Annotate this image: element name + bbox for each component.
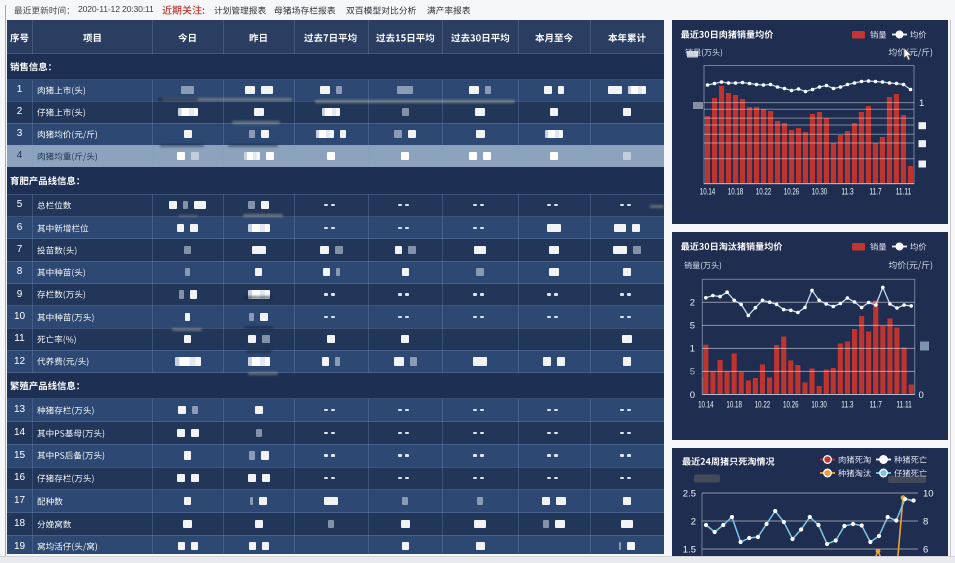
svg-text:0: 0: [690, 390, 695, 401]
svg-text:1.5: 1.5: [683, 544, 696, 555]
svg-text:6: 6: [923, 544, 928, 555]
svg-text:10.18: 10.18: [728, 187, 744, 197]
svg-text:10.30: 10.30: [811, 399, 827, 409]
svg-text:10.14: 10.14: [698, 399, 714, 409]
svg-text:2.5: 2.5: [683, 488, 696, 499]
svg-text:10: 10: [923, 488, 934, 499]
svg-text:11.11: 11.11: [896, 187, 912, 197]
svg-text:5: 5: [690, 321, 695, 332]
svg-text:10.18: 10.18: [726, 399, 742, 409]
svg-text:11.7: 11.7: [869, 187, 881, 197]
svg-text:11.3: 11.3: [841, 187, 853, 197]
svg-text:1: 1: [919, 98, 924, 109]
svg-text:11.11: 11.11: [896, 399, 912, 409]
svg-text:11.3: 11.3: [841, 399, 853, 409]
svg-text:0: 0: [919, 390, 924, 401]
svg-text:2: 2: [690, 298, 695, 309]
svg-text:10.26: 10.26: [783, 399, 799, 409]
svg-text:10.22: 10.22: [756, 187, 772, 197]
svg-text:11.7: 11.7: [870, 399, 882, 409]
svg-text:10.26: 10.26: [784, 187, 800, 197]
svg-text:8: 8: [923, 516, 928, 527]
svg-text:10.30: 10.30: [812, 187, 828, 197]
svg-text:10.22: 10.22: [755, 399, 771, 409]
svg-text:5: 5: [690, 367, 695, 378]
svg-text:10.14: 10.14: [700, 187, 716, 197]
svg-text:1: 1: [690, 344, 695, 355]
svg-text:2: 2: [691, 516, 696, 527]
